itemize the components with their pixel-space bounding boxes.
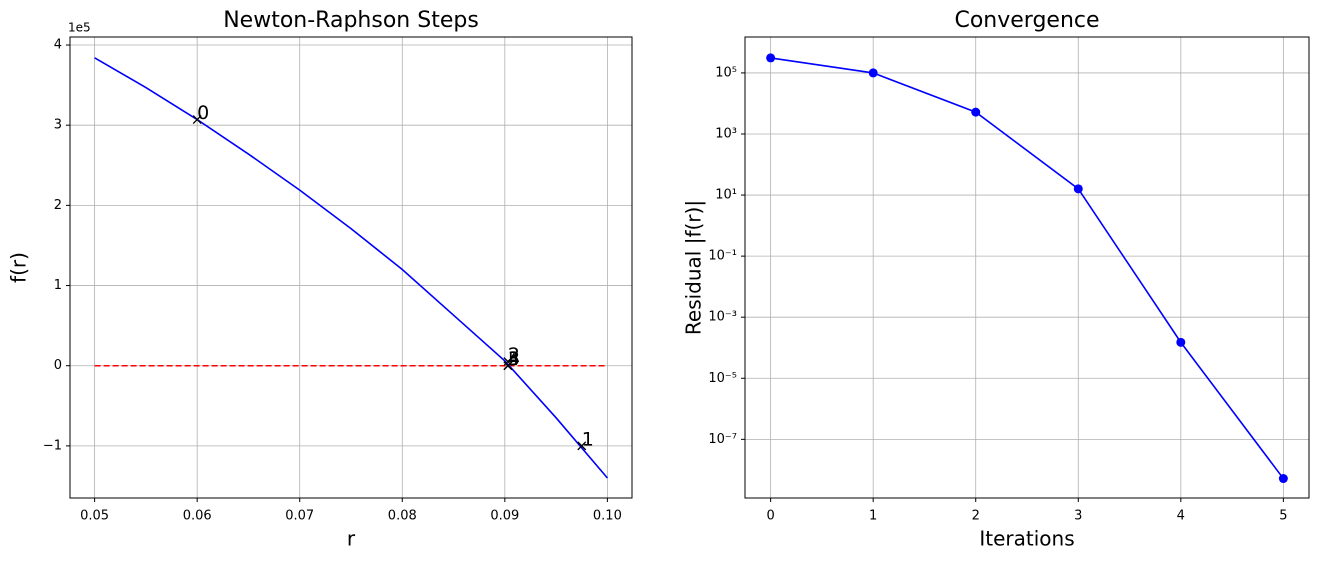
step-marker — [192, 115, 202, 125]
y-tick-label: 0 — [54, 358, 62, 373]
y-tick-label: 10⁻⁷ — [708, 432, 737, 447]
y-axis-label: f(r) — [7, 252, 31, 283]
x-tick-label: 2 — [972, 509, 980, 524]
y-tick-label: 10¹ — [715, 188, 737, 203]
x-tick-label: 4 — [1177, 509, 1185, 524]
step-marker — [503, 357, 513, 367]
x-tick-label: 3 — [1074, 509, 1082, 524]
step-label: 4 — [508, 348, 520, 370]
chart-title: Newton-Raphson Steps — [223, 8, 479, 33]
y-tick-label: 10⁵ — [715, 65, 737, 80]
y-tick-label: 1 — [54, 278, 62, 293]
x-tick-label: 0.08 — [388, 509, 417, 524]
y-offset-label: 1e5 — [68, 21, 91, 35]
axes-frame — [744, 36, 1310, 499]
x-axis-label: Iterations — [979, 527, 1074, 551]
series-line — [770, 57, 1284, 480]
y-tick-label: 10⁻⁵ — [708, 371, 737, 386]
point — [766, 53, 776, 63]
step-marker — [503, 361, 513, 371]
chart-title: Convergence — [954, 8, 1099, 33]
y-tick-label: 3 — [54, 118, 62, 133]
y-tick-label: −1 — [43, 438, 62, 453]
point — [1278, 474, 1288, 484]
y-tick-label: 10⁻¹ — [708, 249, 737, 264]
series-line — [94, 57, 608, 479]
x-tick-label: 0.05 — [80, 509, 109, 524]
y-axis-label: Residual |f(r)| — [682, 200, 706, 335]
y-tick-label: 4 — [54, 38, 62, 53]
step-label: 2 — [508, 344, 520, 366]
point — [868, 68, 878, 78]
point — [1073, 184, 1083, 194]
point — [1176, 337, 1186, 347]
step-label: 1 — [582, 428, 594, 450]
x-tick-label: 0.07 — [285, 509, 314, 524]
x-tick-label: 1 — [869, 509, 877, 524]
point — [971, 107, 981, 117]
y-tick-label: 10³ — [715, 126, 737, 141]
x-tick-label: 0.09 — [490, 509, 519, 524]
step-marker — [577, 441, 587, 451]
y-tick-label: 10⁻³ — [708, 310, 737, 325]
step-label: 3 — [508, 348, 520, 370]
x-tick-label: 0.06 — [183, 509, 212, 524]
y-tick-label: 2 — [54, 198, 62, 213]
axes-frame — [69, 36, 633, 499]
x-tick-label: 5 — [1279, 509, 1287, 524]
x-tick-label: 0.10 — [593, 509, 622, 524]
x-axis-label: r — [347, 527, 356, 551]
step-label: 0 — [197, 102, 209, 124]
x-tick-label: 0 — [766, 509, 774, 524]
step-label: 5 — [508, 348, 520, 370]
